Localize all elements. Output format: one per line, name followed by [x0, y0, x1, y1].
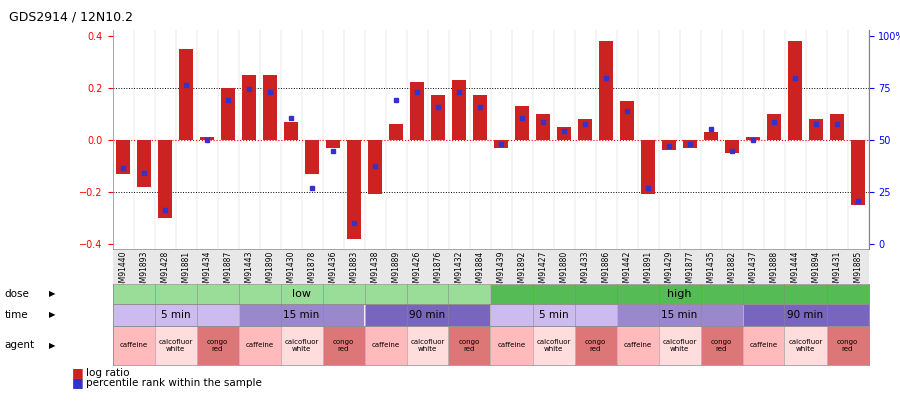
Text: ▶: ▶ — [49, 289, 56, 298]
Text: caffeine: caffeine — [750, 342, 778, 348]
Text: caffeine: caffeine — [120, 342, 148, 348]
Text: calcofluor
white: calcofluor white — [410, 339, 445, 352]
Text: calcofluor
white: calcofluor white — [662, 339, 697, 352]
Text: congo
red: congo red — [837, 339, 858, 352]
Text: calcofluor
white: calcofluor white — [158, 339, 193, 352]
Text: ■: ■ — [72, 366, 84, 379]
Bar — [431, 96, 445, 140]
Text: ▶: ▶ — [49, 341, 56, 350]
Text: calcofluor
white: calcofluor white — [284, 339, 319, 352]
Text: 5 min: 5 min — [539, 310, 568, 320]
Text: caffeine: caffeine — [246, 342, 274, 348]
Bar — [158, 140, 172, 218]
Bar — [746, 137, 760, 140]
Bar — [179, 49, 193, 140]
Bar — [809, 119, 823, 140]
Bar — [725, 140, 739, 153]
Bar — [683, 140, 697, 147]
Text: caffeine: caffeine — [372, 342, 400, 348]
Text: calcofluor
white: calcofluor white — [788, 339, 823, 352]
Text: low: low — [292, 289, 311, 298]
Text: caffeine: caffeine — [498, 342, 526, 348]
Bar — [305, 140, 319, 174]
Text: congo
red: congo red — [333, 339, 354, 352]
Text: 15 min: 15 min — [284, 310, 320, 320]
Bar — [494, 140, 508, 147]
Bar — [578, 119, 592, 140]
Bar — [410, 83, 424, 140]
Bar — [599, 41, 613, 140]
Bar — [368, 140, 382, 194]
Bar — [137, 140, 151, 187]
Bar — [200, 137, 214, 140]
Bar — [767, 114, 781, 140]
Bar — [452, 80, 466, 140]
Bar — [704, 132, 718, 140]
Text: agent: agent — [4, 340, 34, 350]
Text: log ratio: log ratio — [86, 368, 129, 377]
Bar — [263, 75, 277, 140]
Text: percentile rank within the sample: percentile rank within the sample — [86, 378, 261, 388]
Bar — [620, 101, 634, 140]
Bar — [326, 140, 340, 147]
Bar — [557, 127, 571, 140]
Bar — [347, 140, 361, 239]
Text: high: high — [667, 289, 692, 298]
Text: 90 min: 90 min — [410, 310, 446, 320]
Text: 15 min: 15 min — [662, 310, 698, 320]
Text: congo
red: congo red — [585, 339, 606, 352]
Text: 5 min: 5 min — [161, 310, 190, 320]
Text: caffeine: caffeine — [624, 342, 652, 348]
Bar — [242, 75, 256, 140]
Text: dose: dose — [4, 289, 30, 298]
Text: congo
red: congo red — [711, 339, 732, 352]
Text: ■: ■ — [72, 376, 84, 389]
Text: congo
red: congo red — [207, 339, 228, 352]
Text: time: time — [4, 310, 28, 320]
Text: ▶: ▶ — [49, 310, 56, 320]
Bar — [641, 140, 655, 194]
Bar — [536, 114, 550, 140]
Bar — [515, 106, 529, 140]
Bar — [473, 96, 487, 140]
Bar — [389, 124, 403, 140]
Bar — [851, 140, 865, 205]
Bar — [284, 122, 298, 140]
Text: calcofluor
white: calcofluor white — [536, 339, 571, 352]
Bar — [830, 114, 844, 140]
Text: congo
red: congo red — [459, 339, 480, 352]
Text: 90 min: 90 min — [788, 310, 824, 320]
Text: GDS2914 / 12N10.2: GDS2914 / 12N10.2 — [9, 10, 133, 23]
Bar — [788, 41, 802, 140]
Bar — [116, 140, 130, 174]
Bar — [662, 140, 676, 150]
Bar — [221, 87, 235, 140]
